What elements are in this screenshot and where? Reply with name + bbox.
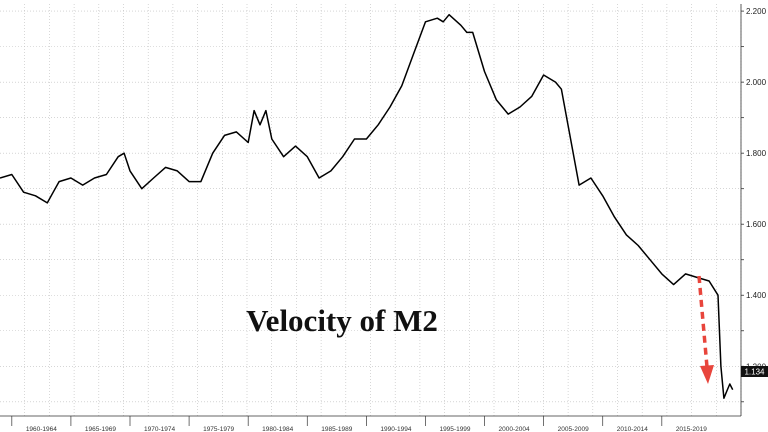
last-value-label: 1.134 (744, 368, 765, 377)
x-tick-label: 1975-1979 (203, 426, 234, 432)
series-group (0, 13, 734, 399)
x-tick-label: 2010-2014 (617, 426, 648, 432)
y-tick-label: 2.000 (746, 78, 767, 87)
last-value-badge: 1.134 (741, 366, 768, 377)
x-tick-label: 1970-1974 (144, 426, 175, 432)
arrow-head (700, 365, 714, 384)
x-tick-label: 1965-1969 (85, 426, 116, 432)
chart-title: Velocity of M2 (246, 303, 438, 338)
x-tick-label: 1960-1964 (26, 426, 57, 432)
y-tick-label: 2.200 (746, 7, 767, 16)
x-tick-label: 1980-1984 (262, 426, 293, 432)
y-tick-label: 1.800 (746, 149, 767, 158)
x-tick-label: 2015-2019 (676, 426, 707, 432)
x-tick-label: 2005-2009 (558, 426, 589, 432)
last-value-box (741, 366, 768, 377)
x-tick-label: 2000-2004 (499, 426, 530, 432)
x-tick-label: 1985-1989 (321, 426, 352, 432)
x-axis: 1960-1964 1965-1969 1970-1974 1975-1979 1980… (0, 415, 741, 432)
arrow-shaft (697, 275, 709, 368)
y-tick-label: 1.400 (746, 291, 767, 300)
y-tick-label: 1.600 (746, 220, 767, 229)
x-tick-label: 1990-1994 (380, 426, 411, 432)
series-line (0, 13, 734, 399)
x-tick-label: 1995-1999 (439, 426, 470, 432)
down-arrow-annotation (697, 275, 714, 384)
